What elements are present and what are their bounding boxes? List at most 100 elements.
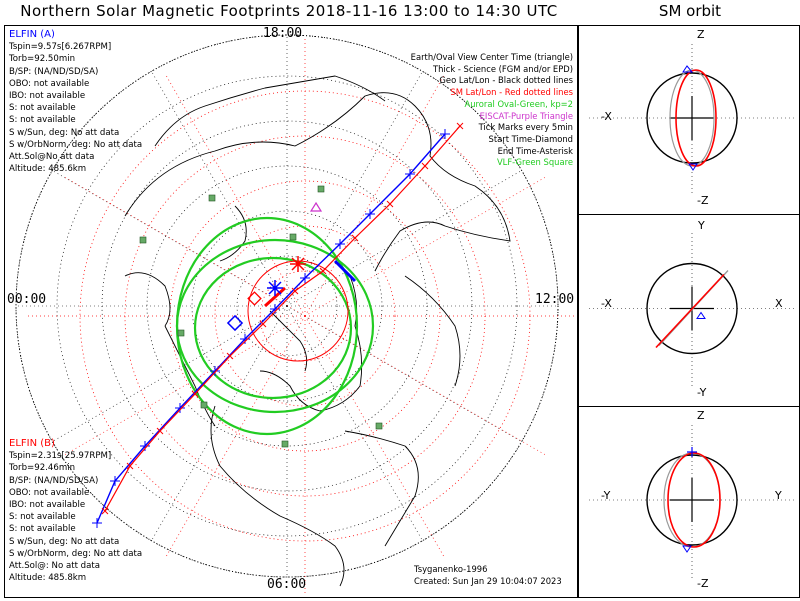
axis-label-left: -X <box>601 110 612 123</box>
info-line: Att.Sol@No att data <box>9 152 95 163</box>
elfin-b-info: ELFIN (B) Tspin=2.31s[25.97RPM] Torb=92.4… <box>9 438 142 584</box>
auroral-oval-inner <box>193 256 353 400</box>
info-line: Altitude: 485.8km <box>9 573 87 584</box>
geo-meridian-line <box>151 305 288 541</box>
sm-pole-circle <box>247 260 349 362</box>
elfin-b-tick-mark <box>351 234 359 242</box>
coastline <box>259 275 363 412</box>
axis-label-bottom: -Z <box>697 577 709 590</box>
sm-triangle-marker <box>688 163 698 171</box>
created-timestamp: Created: Sun Jan 29 10:04:07 2023 <box>414 576 562 586</box>
info-line: S: not available <box>9 524 76 535</box>
geo-latitude-ring <box>191 210 383 402</box>
elfin-a-tick-mark <box>365 209 375 219</box>
sm-meridian-line <box>304 73 446 317</box>
info-line: S: not available <box>9 115 76 126</box>
elfin-b-name: ELFIN (B) <box>9 438 55 449</box>
elfin-b-end-asterisk <box>290 256 306 272</box>
elfin-a-tick-mark <box>92 518 102 528</box>
vlf-station-square <box>281 440 289 448</box>
axis-label-left: -X <box>601 297 612 310</box>
elfin-b-tick-mark <box>386 200 394 208</box>
elfin-a-tick-mark <box>110 476 120 486</box>
coastline <box>124 272 171 327</box>
info-line: Torb=92.46min <box>9 463 76 474</box>
axis-label-right: X <box>775 297 783 310</box>
info-line: Tspin=9.57s[6.267RPM] <box>9 42 112 53</box>
geo-latitude-ring <box>236 255 338 357</box>
legend-entry: VLF-Green Square <box>496 157 573 168</box>
vlf-station-square <box>200 401 208 409</box>
info-line: Altitude: 485.6km <box>9 164 87 175</box>
axis-label-top: Y <box>698 219 705 232</box>
auroral-oval-outer <box>175 216 359 436</box>
coastline <box>344 430 419 547</box>
elfin-b-tick-mark <box>126 462 134 470</box>
auroral-oval-outer-north <box>175 238 375 414</box>
legend-entry: Start Time-Diamond <box>488 133 573 144</box>
elfin-a-tick-mark <box>210 366 220 376</box>
coastline <box>404 275 461 387</box>
info-line: B/SP: (NA/ND/SD/SA) <box>9 66 99 77</box>
elfin-a-science-segment <box>333 259 357 283</box>
elfin-b-tick-mark <box>319 267 327 275</box>
sm-latitude-ring <box>214 225 396 407</box>
map-legend: Earth/Oval View Center Time (triangle) Th… <box>411 52 573 169</box>
sm-meridian-line <box>62 315 306 457</box>
sm-orbit-panel-yz: Z -Z -Y Y <box>578 406 800 598</box>
clock-label-bottom: 06:00 <box>267 577 307 592</box>
info-line: Torb=92.50min <box>9 54 76 65</box>
vlf-station-square <box>177 329 185 337</box>
elfin-b-tick-mark <box>101 507 109 515</box>
clock-label-right: 12:00 <box>535 292 575 307</box>
coastline <box>210 405 345 587</box>
sm-triangle-marker <box>682 65 694 73</box>
coastline <box>219 205 247 262</box>
coastline <box>124 92 511 272</box>
info-line: OBO: not available <box>9 78 90 89</box>
coastline <box>164 325 216 427</box>
info-line: S w/OrbNorm, deg: No att data <box>9 548 143 559</box>
legend-entry: Thick - Science (FGM and/or EPD) <box>432 63 573 74</box>
elfin-a-info: ELFIN (A) Tspin=9.57s[6.267RPM] Torb=92.5… <box>9 29 142 175</box>
axis-label-bottom: -Y <box>697 386 707 399</box>
info-line: Att.Sol@: No att data <box>9 561 101 572</box>
sm-earth-circle <box>646 72 738 164</box>
geo-latitude-ring <box>15 34 559 578</box>
elfin-b-tick-mark <box>156 427 164 435</box>
geo-meridian-line <box>286 71 423 307</box>
info-line: OBO: not available <box>9 487 90 498</box>
info-line: S w/Sun, deg: No att data <box>9 127 120 138</box>
elfin-b-track <box>104 125 461 512</box>
model-credit: Tsyganenko-1996 <box>414 564 488 574</box>
elfin-b-tick-mark <box>191 390 199 398</box>
info-line: S: not available <box>9 512 76 523</box>
elfin-a-end-asterisk <box>267 280 283 296</box>
elfin-a-tick-mark <box>175 403 185 413</box>
sm-asterisk-marker <box>687 447 697 457</box>
sm-meridian-line <box>62 175 306 317</box>
vlf-station-square <box>139 236 147 244</box>
info-line: S: not available <box>9 103 76 114</box>
elfin-a-start-diamond <box>226 314 244 332</box>
eiscat-triangle <box>309 201 323 212</box>
info-line: B/SP: (NA/ND/SD/SA) <box>9 475 99 486</box>
sm-meridian-line <box>304 175 548 317</box>
sm-latitude-ring <box>169 180 441 452</box>
legend-entry: End Time-Asterisk <box>497 145 573 156</box>
axis-label-right: Y <box>775 489 782 502</box>
elfin-a-tick-mark <box>405 169 415 179</box>
sm-meridian-line <box>164 73 306 317</box>
info-line: Tspin=2.31s[25.97RPM] <box>9 451 112 462</box>
elfin-b-tick-mark <box>456 122 464 130</box>
legend-entry: Earth/Oval View Center Time (triangle) <box>410 52 573 62</box>
vlf-station-square <box>289 233 297 241</box>
legend-entry: Tick Marks every 5min <box>478 122 573 133</box>
elfin-b-science-segment <box>263 286 287 308</box>
sm-earth-circle <box>646 262 738 355</box>
legend-entry: Geo Lat/Lon - Black dotted lines <box>439 75 573 86</box>
sm-orbit-plot-xz <box>589 44 794 196</box>
vlf-station-square <box>375 422 383 430</box>
sm-orbit-plot-yz <box>589 425 794 579</box>
clock-label-left: 00:00 <box>7 292 47 307</box>
